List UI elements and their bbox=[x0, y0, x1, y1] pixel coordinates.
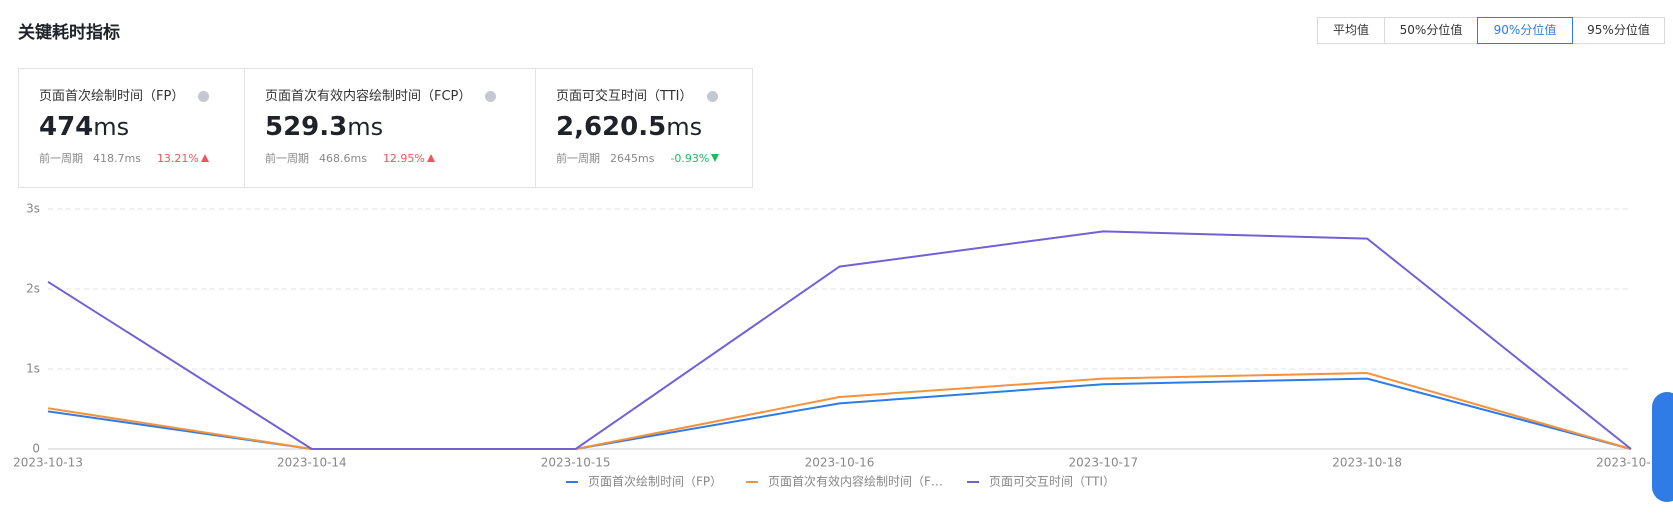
y-tick-label: 2s bbox=[26, 282, 40, 296]
x-tick-label: 2023-10-17 bbox=[1068, 456, 1138, 470]
info-icon[interactable] bbox=[485, 91, 497, 102]
y-tick-label: 0 bbox=[32, 442, 40, 456]
metric-card: 页面可交互时间（TTI） 2,620.5ms 前一周期 2645ms -0.93% bbox=[536, 69, 752, 187]
metric-label: 页面首次有效内容绘制时间（FCP） bbox=[265, 85, 535, 104]
button-group: 平均值 50%分位值 90%分位值 95%分位值 bbox=[1317, 17, 1665, 44]
prev-value: 418.7ms bbox=[93, 152, 141, 165]
metric-name: 页面首次有效内容绘制时间（FCP） bbox=[265, 89, 472, 104]
series-line bbox=[47, 377, 1632, 450]
metric-label: 页面首次绘制时间（FP） bbox=[39, 85, 244, 104]
trend-arrow bbox=[711, 154, 720, 162]
metric-value: 474ms bbox=[39, 112, 244, 142]
x-tick-label: 2023-10-13 bbox=[13, 456, 83, 470]
prev-label: 前一周期 bbox=[556, 152, 600, 165]
toggle-button[interactable]: 90%分位值 bbox=[1477, 17, 1573, 44]
change: 12.95% bbox=[382, 152, 425, 165]
value-unit: ms bbox=[666, 113, 703, 141]
value-number: 474 bbox=[39, 112, 94, 142]
value-number: 2,620.5 bbox=[556, 112, 667, 142]
metric-value: 2,620.5ms bbox=[556, 112, 752, 142]
trend-arrow bbox=[426, 154, 435, 162]
toggle-button[interactable]: 平均值 bbox=[1317, 17, 1385, 44]
x-tick-label: 2023-10-19 bbox=[1596, 456, 1666, 470]
metric-compare: 前一周期 468.6ms 12.95% bbox=[265, 150, 535, 166]
x-tick-label: 2023-10-18 bbox=[1332, 456, 1402, 470]
value-number: 529.3 bbox=[265, 112, 348, 142]
metric-name: 页面可交互时间（TTI） bbox=[556, 89, 693, 104]
info-icon[interactable] bbox=[198, 91, 210, 102]
change: -0.93% bbox=[670, 152, 710, 165]
toggle-button[interactable]: 95%分位值 bbox=[1572, 17, 1665, 44]
metric-compare: 前一周期 2645ms -0.93% bbox=[556, 150, 752, 166]
y-tick-label: 3s bbox=[26, 202, 40, 216]
toggle-button[interactable]: 50%分位值 bbox=[1384, 17, 1478, 44]
change: 13.21% bbox=[156, 152, 199, 165]
series-line bbox=[47, 230, 1632, 450]
y-tick-label: 1s bbox=[26, 362, 40, 376]
x-tick-label: 2023-10-15 bbox=[541, 456, 611, 470]
legend-label: 页面可交互时间（TTI） bbox=[989, 474, 1115, 489]
prev-label: 前一周期 bbox=[265, 152, 309, 165]
metric-label: 页面可交互时间（TTI） bbox=[556, 85, 752, 104]
series-line bbox=[47, 371, 1632, 450]
x-tick-label: 2023-10-16 bbox=[805, 456, 875, 470]
metric-card: 页面首次绘制时间（FP） 474ms 前一周期 418.7ms 13.21% bbox=[19, 69, 245, 187]
metric-card: 页面首次有效内容绘制时间（FCP） 529.3ms 前一周期 468.6ms 12.95… bbox=[245, 69, 536, 187]
prev-value: 2645ms bbox=[610, 152, 655, 165]
metric-compare: 前一周期 418.7ms 13.21% bbox=[39, 150, 244, 166]
info-icon[interactable] bbox=[706, 91, 718, 102]
metric-value: 529.3ms bbox=[265, 112, 535, 142]
legend-label: 页面首次绘制时间（FP） bbox=[588, 474, 722, 489]
metric-cards: 页面首次绘制时间（FP） 474ms 前一周期 418.7ms 13.21% 页面首次有效… bbox=[18, 68, 753, 188]
trend-arrow bbox=[200, 154, 209, 162]
section-title: 关键耗时指标 bbox=[18, 23, 120, 43]
prev-value: 468.6ms bbox=[319, 152, 367, 165]
legend-label: 页面首次有效内容绘制时间（F… bbox=[768, 474, 943, 489]
x-tick-label: 2023-10-14 bbox=[277, 456, 347, 470]
value-unit: ms bbox=[93, 113, 130, 141]
metric-name: 页面首次绘制时间（FP） bbox=[39, 89, 185, 104]
value-unit: ms bbox=[347, 113, 384, 141]
prev-label: 前一周期 bbox=[39, 152, 83, 165]
floating-widget[interactable] bbox=[1652, 392, 1673, 502]
